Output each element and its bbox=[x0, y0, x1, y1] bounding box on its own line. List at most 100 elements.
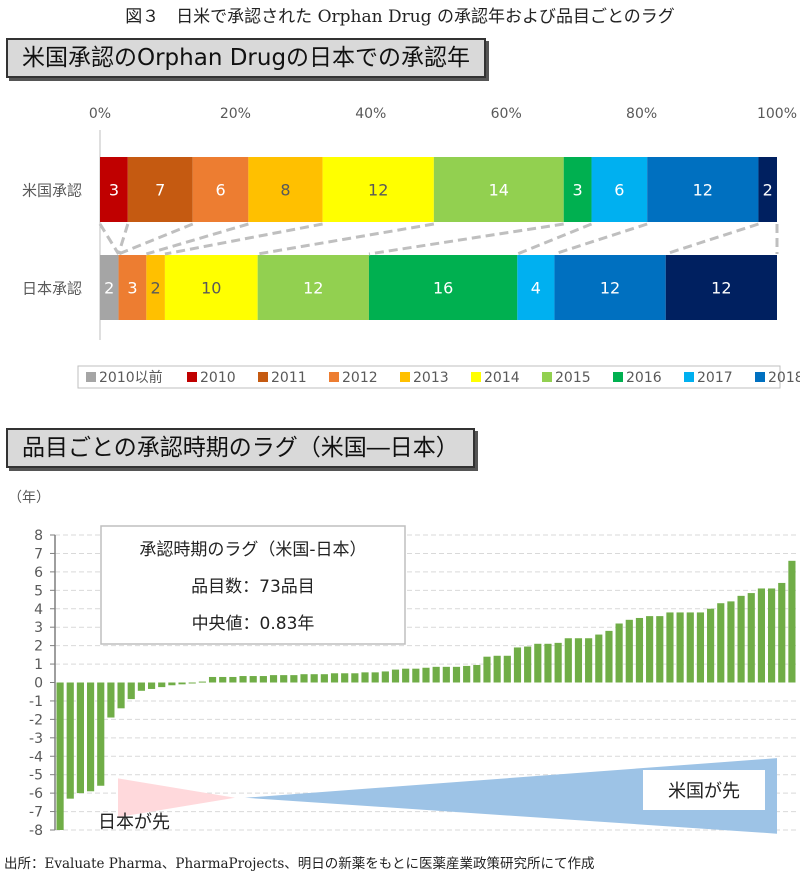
y-tick-label: -7 bbox=[29, 805, 43, 821]
legend-swatch-2016 bbox=[613, 372, 623, 382]
japan-first-label: 日本が先 bbox=[98, 812, 170, 833]
bar bbox=[778, 582, 786, 683]
bar bbox=[178, 682, 186, 685]
lag-bar-chart: （年） 8 7 6 5 4 3 2 1 0 -1 -2 -3 -4 -5 -6 -7 -8 承認時期のラグ（米国-日… bbox=[8, 490, 797, 839]
bar bbox=[696, 612, 705, 683]
bar bbox=[351, 673, 359, 683]
japan-first-triangle bbox=[118, 778, 235, 818]
bar bbox=[483, 656, 491, 683]
bar bbox=[300, 674, 308, 683]
connector-line bbox=[164, 222, 323, 256]
legend-label: 2015 bbox=[555, 370, 591, 386]
bar bbox=[666, 612, 674, 683]
x-tick-label: 20% bbox=[220, 106, 251, 122]
connector-line bbox=[117, 223, 130, 255]
y-tick-label: 5 bbox=[34, 583, 43, 599]
data-label: 4 bbox=[531, 279, 541, 298]
data-label: 8 bbox=[280, 181, 290, 200]
bar bbox=[635, 617, 644, 683]
bar-segment-2015 bbox=[257, 255, 369, 320]
bar-segment-2014 bbox=[322, 157, 434, 222]
bar bbox=[463, 665, 471, 683]
bar-segment-2018 bbox=[554, 255, 666, 320]
y-tick-label: -2 bbox=[29, 712, 43, 728]
bar bbox=[585, 638, 593, 683]
bar bbox=[320, 674, 328, 683]
y-tick-label: -6 bbox=[29, 786, 43, 802]
legend-swatch-2011 bbox=[258, 372, 268, 382]
bar bbox=[544, 643, 552, 683]
bar bbox=[137, 682, 145, 691]
x-tick-label: 100% bbox=[757, 106, 797, 122]
bar-segment-2015 bbox=[433, 157, 564, 222]
data-label: 12 bbox=[368, 181, 388, 200]
data-label: 3 bbox=[109, 181, 119, 200]
us-first-label: 米国が先 bbox=[668, 781, 740, 802]
y-tick-label: 6 bbox=[34, 565, 43, 581]
bar bbox=[361, 672, 369, 683]
bar bbox=[727, 601, 735, 683]
bar bbox=[249, 676, 257, 683]
x-tick-label: 40% bbox=[355, 106, 386, 122]
legend-label: 2013 bbox=[413, 370, 449, 386]
data-label: 7 bbox=[155, 181, 165, 200]
bar bbox=[330, 673, 339, 683]
bar bbox=[168, 682, 176, 686]
bar-segment-2010 bbox=[100, 157, 128, 222]
y-tick-label: 1 bbox=[34, 657, 43, 673]
connector-line bbox=[145, 222, 249, 256]
bar bbox=[86, 682, 95, 792]
bar-segment-2019 bbox=[665, 255, 777, 320]
legend-swatch-2018 bbox=[755, 372, 765, 382]
figure-title: 図３ 日米で承認された Orphan Drug の承認年および品目ごとのラグ bbox=[125, 7, 675, 27]
y-tick-label: -4 bbox=[29, 749, 43, 765]
legend-swatch-2017 bbox=[684, 372, 694, 382]
data-label: 3 bbox=[127, 279, 137, 298]
annotation-box bbox=[100, 525, 406, 645]
data-label: 12 bbox=[303, 279, 323, 298]
bar bbox=[381, 671, 389, 683]
bar bbox=[768, 588, 776, 683]
legend-label: 2018 bbox=[768, 370, 800, 386]
y-axis-label: （年） bbox=[8, 490, 50, 506]
bar bbox=[524, 646, 532, 683]
bar bbox=[788, 560, 796, 683]
y-tick-label: 7 bbox=[34, 546, 43, 562]
bar bbox=[66, 682, 74, 799]
bar-segment-2013 bbox=[146, 255, 165, 320]
legend-label: 2010以前 bbox=[99, 369, 163, 386]
bar bbox=[757, 588, 766, 683]
bar bbox=[188, 682, 196, 684]
us-first-label-box bbox=[643, 770, 765, 810]
data-label: 16 bbox=[433, 279, 453, 298]
bar bbox=[656, 616, 664, 683]
bar bbox=[310, 674, 318, 683]
bar-segment-2012 bbox=[118, 255, 147, 320]
bar bbox=[646, 616, 654, 683]
connector-line bbox=[553, 222, 648, 256]
y-tick-label: 2 bbox=[34, 639, 43, 655]
bar bbox=[574, 638, 583, 683]
bar bbox=[341, 673, 349, 683]
bar bbox=[737, 595, 745, 683]
y-tick-label: 4 bbox=[34, 602, 43, 618]
bar bbox=[686, 612, 694, 683]
bar bbox=[625, 619, 633, 683]
connector-line bbox=[98, 223, 120, 255]
x-tick-label: 60% bbox=[491, 106, 522, 122]
legend-box bbox=[77, 365, 781, 389]
legend-label: 2012 bbox=[342, 370, 378, 386]
source-footer: 出所：Evaluate Pharma、PharmaProjects、明日の新薬を… bbox=[4, 856, 595, 872]
bar bbox=[239, 676, 247, 683]
x-tick-label: 0% bbox=[89, 106, 111, 122]
bar-segment-2014 bbox=[164, 255, 258, 320]
legend-swatch-2010以前 bbox=[86, 372, 96, 382]
bar bbox=[97, 682, 105, 786]
bar-segment-2016 bbox=[563, 157, 592, 222]
y-tick-label: 0 bbox=[34, 676, 43, 692]
bar-segment-2010以前 bbox=[100, 255, 119, 320]
bar bbox=[554, 642, 562, 683]
data-label: 2 bbox=[763, 181, 773, 200]
bar bbox=[117, 682, 125, 709]
annotation-median: 中央値：0.83年 bbox=[192, 614, 315, 634]
